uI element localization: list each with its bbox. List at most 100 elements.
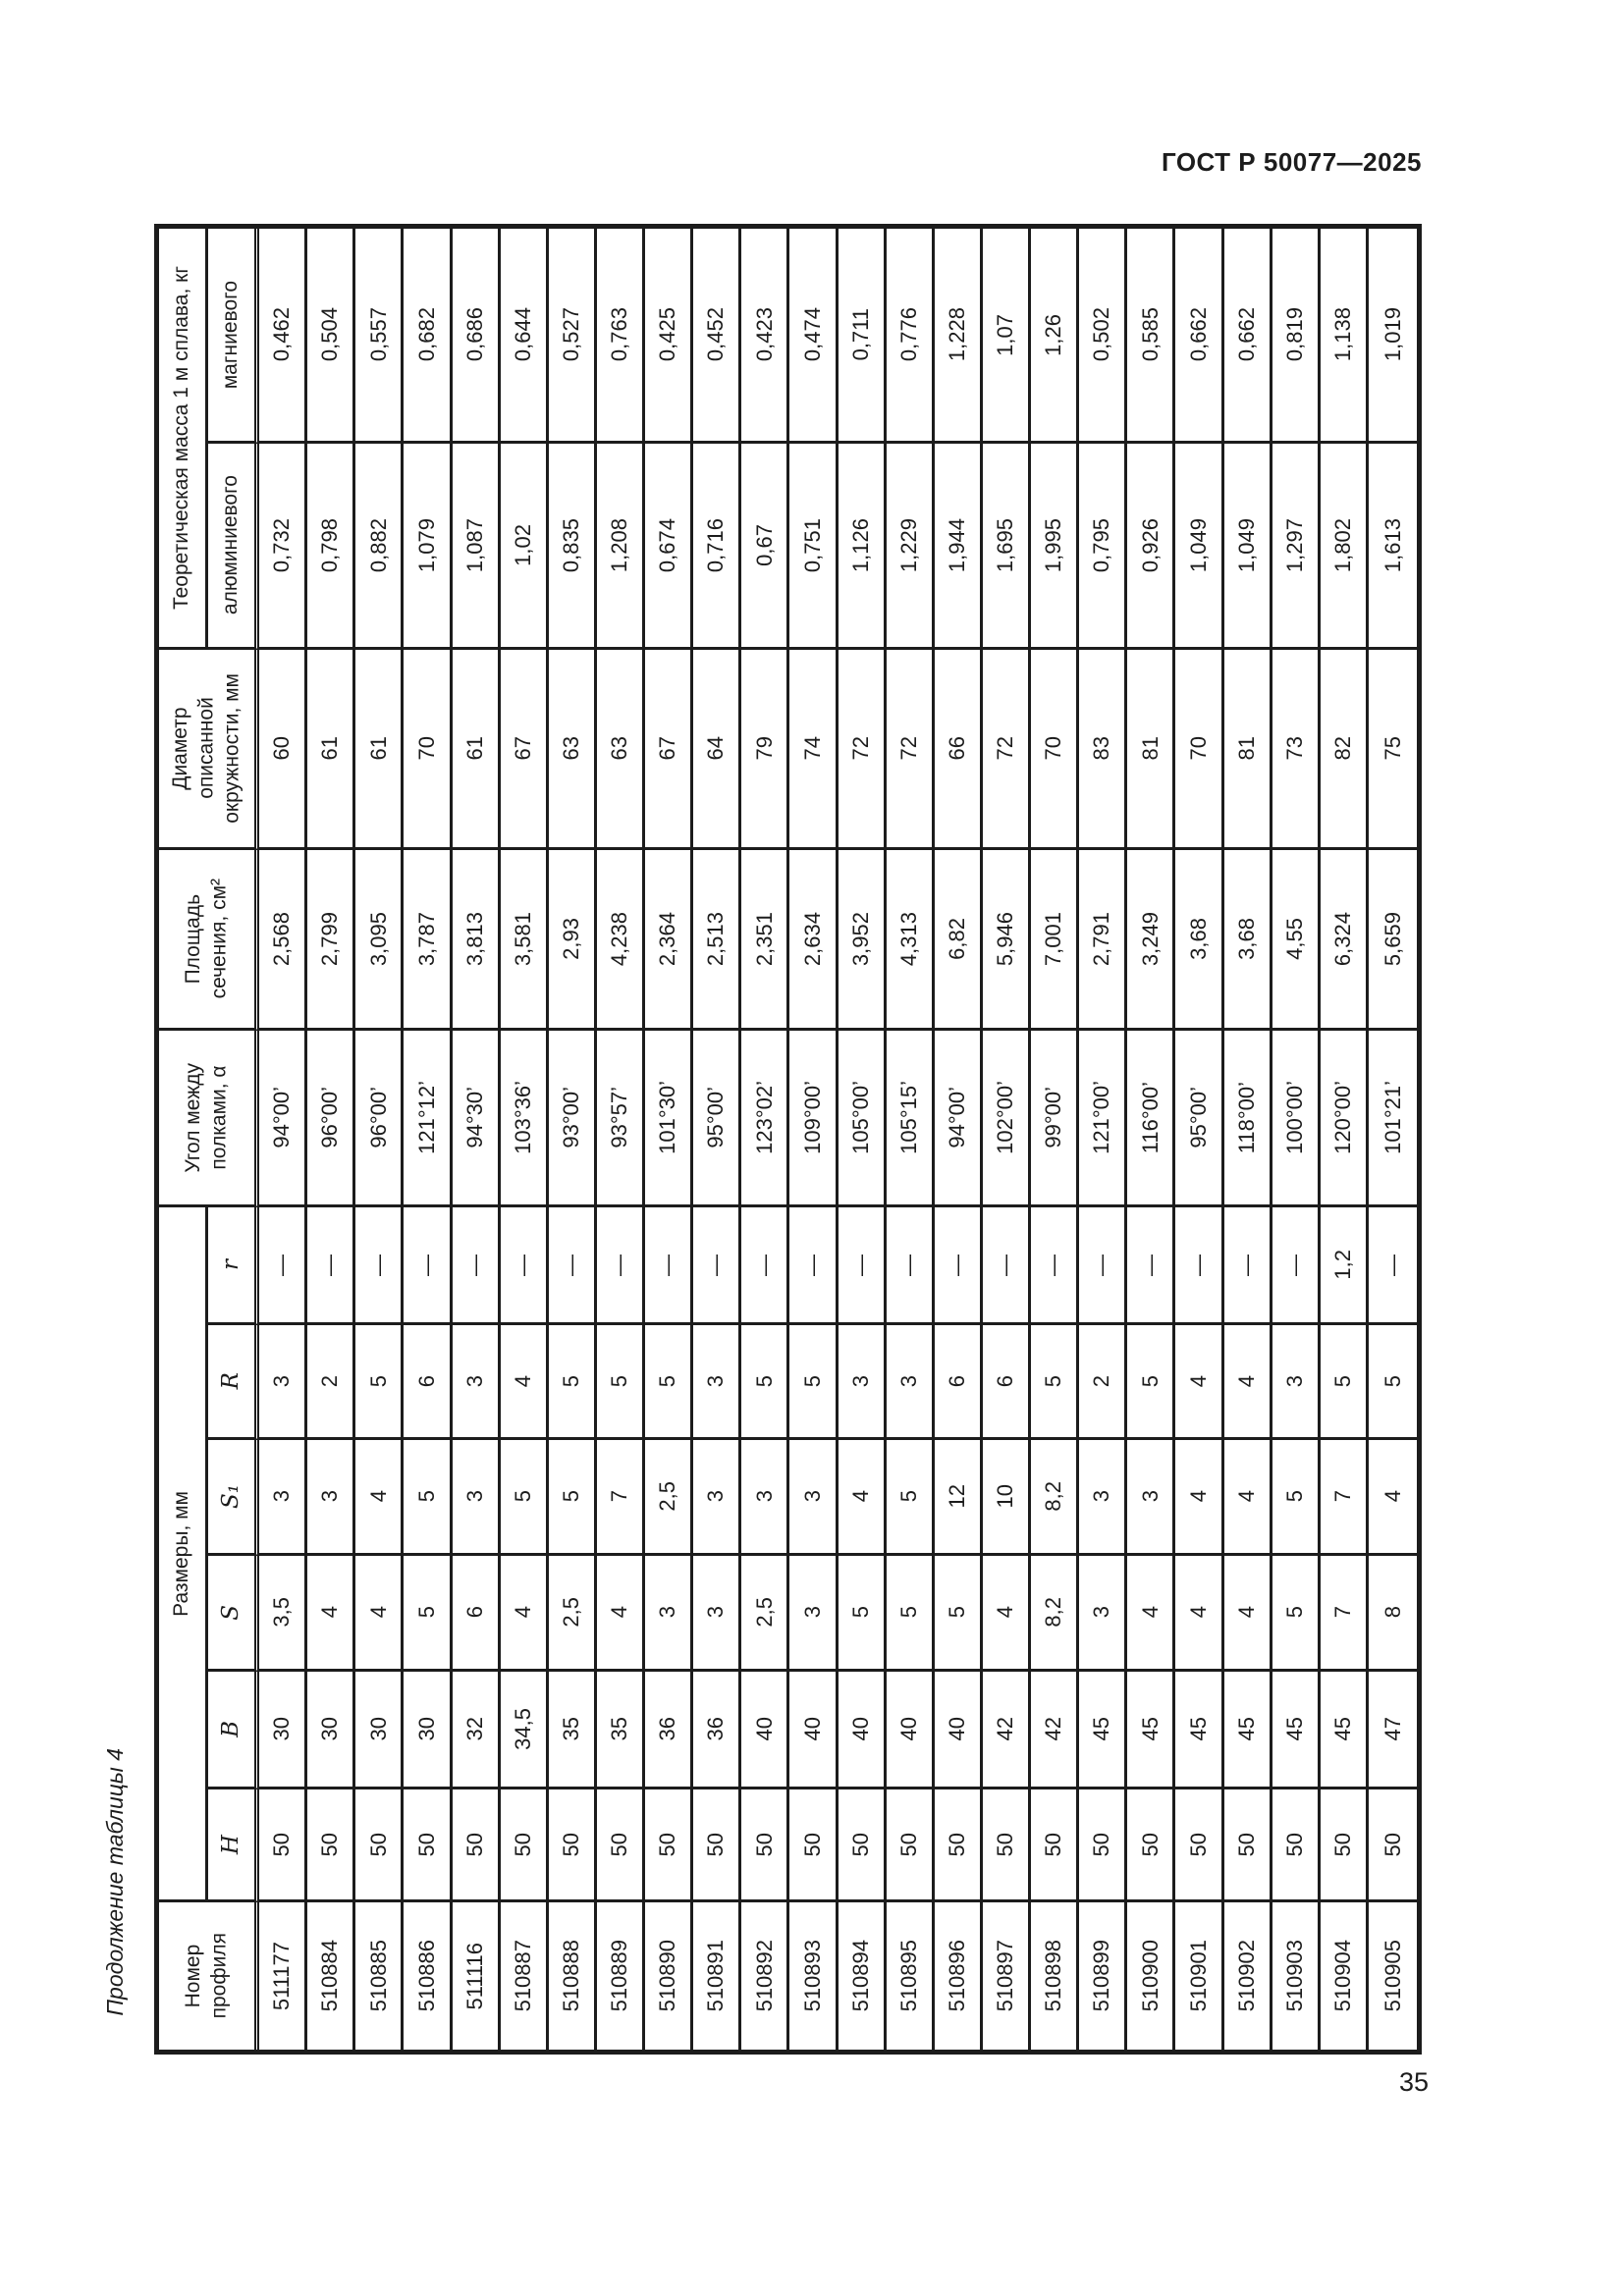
- cell-value: 5: [607, 1374, 632, 1388]
- cell-s-510892: 2,5: [741, 1556, 790, 1672]
- cell-h-510891: 50: [693, 1789, 742, 1902]
- cell-value: 3: [269, 1374, 295, 1388]
- cell-b-510902: 45: [1223, 1672, 1272, 1789]
- cell-value: 3,68: [1185, 918, 1211, 960]
- cell-value: 40: [799, 1717, 825, 1741]
- cell-b-510898: 42: [1031, 1672, 1080, 1789]
- cell-value: 118°00’: [1233, 1081, 1259, 1154]
- cell-value: 1,944: [945, 517, 970, 573]
- cell-value: 50: [269, 1832, 295, 1857]
- cell-value: 5: [945, 1606, 970, 1619]
- cell-value: 4: [1233, 1374, 1259, 1388]
- cell-value: 511116: [461, 1942, 487, 2010]
- cell-b-510903: 45: [1272, 1672, 1321, 1789]
- cell-value: 7,001: [1041, 911, 1066, 967]
- cell-angle-510884: 96°00’: [307, 1031, 356, 1207]
- cell-area-510888: 2,93: [548, 850, 597, 1031]
- cell-value: —: [945, 1254, 970, 1276]
- cell-diameter-510891: 64: [693, 650, 742, 850]
- cell-r-510902: —: [1223, 1207, 1272, 1325]
- cell-value: 50: [993, 1832, 1018, 1857]
- cell-r-510899: —: [1079, 1207, 1128, 1325]
- cell-value: 1,126: [847, 517, 873, 573]
- cell-s1-510892: 3: [741, 1440, 790, 1556]
- cell-r-510901: —: [1175, 1207, 1224, 1325]
- cell-r-510887: 4: [500, 1325, 549, 1440]
- cell-value: 83: [1089, 736, 1114, 761]
- cell-r-510884: 2: [307, 1325, 356, 1440]
- cell-value: 50: [607, 1832, 632, 1857]
- cell-value: 1,049: [1185, 517, 1211, 573]
- cell-value: 0,474: [799, 307, 825, 362]
- cell-value: 1,802: [1330, 517, 1356, 573]
- cell-value: 0,682: [413, 307, 439, 362]
- cell-value: 0,882: [365, 517, 391, 573]
- cell-angle-511177: 94°00’: [259, 1031, 308, 1207]
- cell-r-510886: —: [404, 1207, 453, 1325]
- cell-value: 50: [945, 1832, 970, 1857]
- cell-value: 0,732: [269, 517, 295, 573]
- cell-value: 42: [993, 1717, 1018, 1741]
- header-flange-angle-label: Угол между полками, α: [182, 1062, 231, 1173]
- cell-value: 4: [1185, 1374, 1211, 1388]
- cell-value: 123°02’: [751, 1081, 777, 1154]
- cell-value: 2,5: [751, 1597, 777, 1628]
- cell-b-510893: 40: [789, 1672, 839, 1789]
- cell-value: 35: [607, 1717, 632, 1741]
- cell-value: 50: [799, 1832, 825, 1857]
- cell-value: 50: [1041, 1832, 1066, 1857]
- cell-b-510888: 35: [548, 1672, 597, 1789]
- cell-value: 1,695: [993, 517, 1018, 573]
- cell-value: 0,751: [799, 517, 825, 573]
- cell-r-510891: —: [693, 1207, 742, 1325]
- cell-value: 42: [1041, 1717, 1066, 1741]
- cell-s1-511177: 3: [259, 1440, 308, 1556]
- cell-area-510903: 4,55: [1272, 850, 1321, 1031]
- cell-value: —: [1380, 1254, 1405, 1276]
- cell-profile-510893: 510893: [789, 1902, 839, 2050]
- cell-value: 30: [317, 1717, 343, 1741]
- cell-value: 30: [365, 1717, 391, 1741]
- cell-angle-510893: 109°00’: [789, 1031, 839, 1207]
- cell-area-510890: 2,364: [645, 850, 694, 1031]
- cell-value: 2,364: [655, 911, 680, 967]
- standard-number-header: ГОСТ Р 50077—2025: [1161, 147, 1422, 177]
- cell-value: 510896: [945, 1940, 970, 2012]
- cell-value: 64: [703, 736, 729, 761]
- cell-b-510890: 36: [645, 1672, 694, 1789]
- cell-value: —: [461, 1254, 487, 1276]
- cell-value: 2: [1089, 1374, 1114, 1388]
- cell-value: 2,93: [559, 918, 584, 960]
- cell-b-510895: 40: [886, 1672, 935, 1789]
- cell-value: 5: [413, 1606, 439, 1619]
- cell-profile-511177: 511177: [259, 1902, 308, 2050]
- cell-value: 40: [895, 1717, 921, 1741]
- cell-angle-510888: 93°00’: [548, 1031, 597, 1207]
- cell-angle-510895: 105°15’: [886, 1031, 935, 1207]
- cell-r-510903: 3: [1272, 1325, 1321, 1440]
- cell-profile-510892: 510892: [741, 1902, 790, 2050]
- cell-b-510899: 45: [1079, 1672, 1128, 1789]
- cell-diameter-510895: 72: [886, 650, 935, 850]
- table-continuation-caption-text: Продолжение таблицы 4: [102, 1747, 128, 2016]
- cell-value: 5: [413, 1490, 439, 1503]
- cell-value: 1,26: [1041, 313, 1066, 356]
- cell-area-510902: 3,68: [1223, 850, 1272, 1031]
- cell-s1-510899: 3: [1079, 1440, 1128, 1556]
- cell-value: —: [317, 1254, 343, 1276]
- cell-value: 5: [655, 1374, 680, 1388]
- cell-value: 0,452: [703, 307, 729, 362]
- cell-value: 510893: [799, 1940, 825, 2012]
- cell-value: 70: [413, 736, 439, 761]
- cell-mass_mg-510899: 0,502: [1079, 229, 1128, 444]
- cell-value: 8,2: [1041, 1481, 1066, 1512]
- cell-diameter-511177: 60: [259, 650, 308, 850]
- cell-value: —: [607, 1254, 632, 1276]
- cell-value: 50: [510, 1832, 535, 1857]
- cell-value: 0,527: [559, 307, 584, 362]
- cell-profile-510902: 510902: [1224, 1902, 1272, 2050]
- cell-value: 121°00’: [1089, 1081, 1114, 1154]
- cell-h-510895: 50: [886, 1789, 935, 1902]
- cell-value: 3: [269, 1490, 295, 1503]
- cell-value: 4: [510, 1606, 535, 1619]
